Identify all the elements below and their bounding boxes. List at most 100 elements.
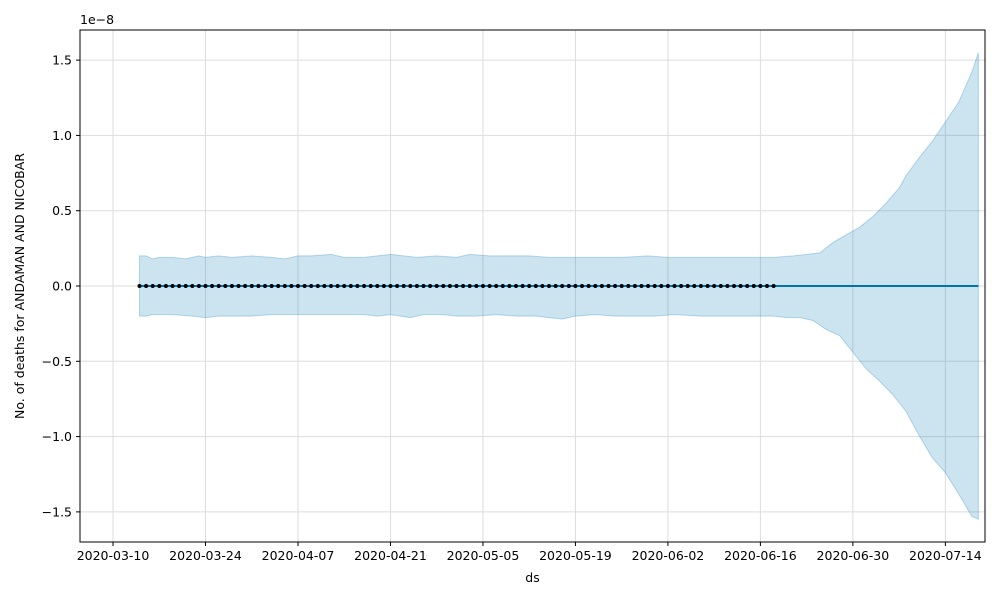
- observed-point: [256, 284, 261, 288]
- observed-point: [613, 284, 618, 288]
- y-tick-label: 1.0: [52, 128, 72, 143]
- observed-point: [276, 284, 281, 288]
- observed-point: [573, 284, 578, 288]
- observed-point: [309, 284, 314, 288]
- observed-point: [692, 284, 697, 288]
- x-tick-label: 2020-04-21: [354, 548, 427, 563]
- observed-point: [454, 284, 459, 288]
- observed-points-layer: [137, 284, 776, 288]
- y-axis-label: No. of deaths for ANDAMAN AND NICOBAR: [12, 153, 27, 419]
- observed-point: [342, 284, 347, 288]
- observed-point: [229, 284, 234, 288]
- observed-point: [560, 284, 565, 288]
- observed-point: [580, 284, 584, 288]
- x-tick-label: 2020-05-05: [447, 548, 520, 563]
- observed-point: [514, 284, 518, 288]
- observed-point: [586, 284, 591, 288]
- observed-point: [263, 284, 267, 288]
- observed-point: [533, 284, 538, 288]
- observed-point: [540, 284, 545, 288]
- observed-point: [553, 284, 558, 288]
- observed-point: [447, 284, 452, 288]
- x-tick-label: 2020-07-14: [909, 548, 982, 563]
- observed-point: [481, 284, 485, 288]
- observed-point: [745, 284, 750, 288]
- observed-point: [474, 284, 479, 288]
- observed-point: [712, 284, 717, 288]
- observed-point: [282, 284, 287, 288]
- observed-point: [170, 284, 175, 288]
- y-tick-label: 0.0: [52, 279, 72, 294]
- y-tick-label: 0.5: [52, 203, 72, 218]
- observed-point: [738, 284, 743, 288]
- observed-point: [434, 284, 439, 288]
- x-tick-label: 2020-06-30: [817, 548, 890, 563]
- observed-point: [348, 284, 353, 288]
- observed-point: [646, 284, 651, 288]
- ticks: 2020-03-10 2020-03-24 2020-04-07 2020-04-21…: [42, 53, 982, 563]
- observed-point: [236, 284, 241, 288]
- observed-point: [467, 284, 472, 288]
- observed-point: [137, 284, 142, 288]
- observed-point: [375, 284, 380, 288]
- observed-point: [566, 284, 571, 288]
- observed-point: [527, 284, 532, 288]
- observed-point: [494, 284, 499, 288]
- observed-point: [388, 284, 393, 288]
- observed-point: [177, 284, 182, 288]
- observed-point: [322, 284, 327, 288]
- x-tick-label: 2020-06-02: [632, 548, 705, 563]
- observed-point: [725, 284, 730, 288]
- observed-point: [606, 284, 611, 288]
- y-tick-label: −1.5: [42, 504, 72, 519]
- x-tick-label: 2020-03-10: [77, 548, 150, 563]
- observed-point: [705, 284, 710, 288]
- x-tick-label: 2020-06-16: [724, 548, 797, 563]
- observed-point: [758, 284, 763, 288]
- observed-point: [639, 284, 644, 288]
- observed-point: [685, 284, 690, 288]
- observed-point: [507, 284, 512, 288]
- observed-point: [619, 284, 624, 288]
- observed-point: [765, 284, 769, 288]
- observed-point: [190, 284, 195, 288]
- observed-point: [223, 284, 228, 288]
- observed-point: [163, 284, 168, 288]
- observed-point: [150, 284, 155, 288]
- observed-point: [414, 284, 419, 288]
- observed-point: [269, 284, 274, 288]
- observed-point: [500, 284, 505, 288]
- observed-point: [329, 284, 333, 288]
- observed-point: [249, 284, 254, 288]
- observed-point: [289, 284, 294, 288]
- observed-point: [144, 284, 149, 288]
- observed-point: [335, 284, 340, 288]
- observed-point: [461, 284, 466, 288]
- observed-point: [395, 284, 400, 288]
- observed-point: [210, 284, 215, 288]
- observed-point: [599, 284, 604, 288]
- observed-point: [547, 284, 551, 288]
- observed-point: [296, 284, 300, 288]
- observed-point: [441, 284, 446, 288]
- observed-point: [520, 284, 525, 288]
- observed-point: [368, 284, 373, 288]
- x-tick-label: 2020-04-07: [262, 548, 335, 563]
- observed-point: [487, 284, 492, 288]
- y-tick-label: 1.5: [52, 53, 72, 68]
- observed-point: [679, 284, 684, 288]
- observed-point: [362, 284, 367, 288]
- y-scale-label: 1e−8: [80, 12, 114, 27]
- observed-point: [196, 284, 201, 288]
- y-tick-label: −1.0: [42, 429, 72, 444]
- observed-point: [672, 284, 677, 288]
- y-tick-label: −0.5: [42, 354, 72, 369]
- observed-point: [698, 284, 703, 288]
- observed-point: [593, 284, 598, 288]
- observed-point: [355, 284, 360, 288]
- observed-point: [381, 284, 386, 288]
- observed-point: [315, 284, 320, 288]
- observed-point: [652, 284, 657, 288]
- observed-point: [771, 284, 776, 288]
